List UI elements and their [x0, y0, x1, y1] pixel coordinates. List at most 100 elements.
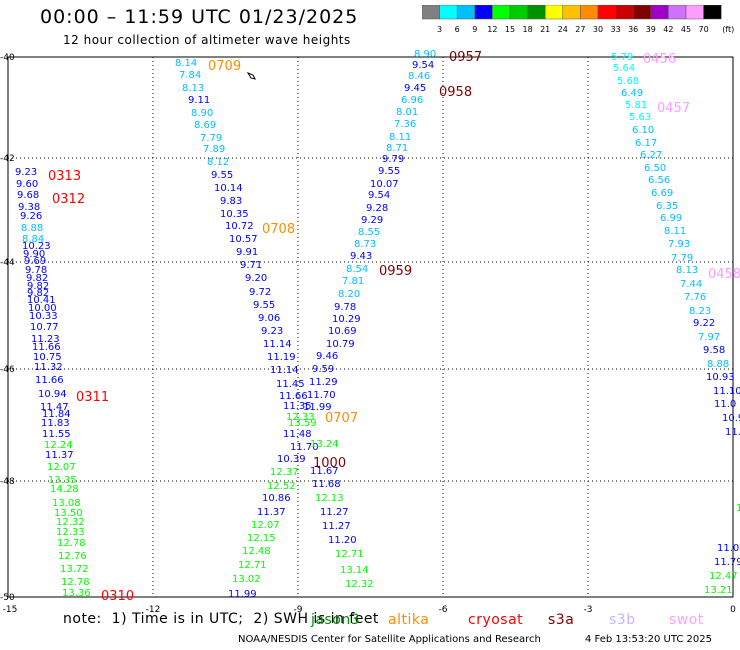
- wave-height-label: 10.69: [328, 326, 357, 337]
- wave-height-label: 8.20: [338, 289, 360, 300]
- legend-mission-swot: swot: [669, 612, 704, 628]
- swot-track: 5.795.64 5.686.495.815.63 6.10 6.176.27 6.50…: [611, 52, 740, 596]
- colorbar-swatch: [597, 5, 616, 20]
- wave-height-label: 8.84: [22, 234, 44, 245]
- pass-time-labels: 0709 0708 0707 0313 0312 0311 0310 0957 0958 0959…: [48, 50, 740, 604]
- colorbar-swatch: [492, 5, 511, 20]
- wave-height-label: 10.93: [706, 372, 735, 383]
- wave-height-label: 10.14: [214, 183, 243, 194]
- colorbar-tick-label: 45: [681, 25, 691, 34]
- wave-height-label: 9.78: [334, 302, 356, 313]
- wave-height-label: 13.59: [288, 418, 317, 429]
- wave-height-label: 11.10: [713, 386, 740, 397]
- wave-height-label: 7.79: [200, 133, 222, 144]
- longitude-tick-label: -3: [584, 605, 593, 615]
- wave-height-label: 11.23: [31, 334, 60, 345]
- wave-height-label: 11.99: [228, 589, 257, 600]
- wave-height-label: 6.10: [632, 125, 654, 136]
- wave-height-label: 9.83: [220, 196, 242, 207]
- pass-time-label: 0957: [449, 50, 482, 65]
- wave-height-label: 10.57: [229, 234, 258, 245]
- graticule: [7, 56, 734, 598]
- longitude-tick-label: -12: [146, 605, 161, 615]
- latitude-tick-label: -42: [0, 154, 15, 164]
- wave-height-label: 7.93: [668, 239, 690, 250]
- wave-height-label: 9.45: [404, 83, 426, 94]
- generation-timestamp: 4 Feb 13:53:20 UTC 2025: [585, 634, 712, 645]
- legend-mission-jason3: jason3: [311, 612, 361, 628]
- latitude-tick-label: -46: [0, 365, 15, 375]
- colorbar-tick-label: 24: [558, 25, 568, 34]
- wave-height-label: 12.13: [315, 493, 344, 504]
- wave-height-label: 12.71: [335, 549, 364, 560]
- pass-time-label: 0312: [52, 192, 85, 207]
- wave-height-label: 9.54: [412, 60, 434, 71]
- cryosat-track: 9.239.609.689.389.268.888.8410.239.909.6…: [15, 167, 91, 599]
- wave-height-label: 6.99: [660, 213, 682, 224]
- wave-height-label: 8.55: [358, 227, 380, 238]
- wave-height-label: 9.28: [366, 203, 388, 214]
- latitude-tick-label: -40: [0, 53, 15, 63]
- wave-height-label: 8.13: [676, 265, 698, 276]
- wave-height-label: 7.97: [698, 332, 720, 343]
- wave-height-label: 10.23: [22, 241, 51, 252]
- wave-height-label: 9.90: [23, 249, 45, 260]
- wave-height-label: 6.56: [648, 175, 670, 186]
- wave-height-label: 9.38: [18, 202, 40, 213]
- wave-height-label: 9.68: [17, 190, 39, 201]
- wave-height-label: 11.47: [40, 402, 69, 413]
- s3a-track: 8.909.548.469.456.968.017.368.118.719.79…: [303, 49, 436, 590]
- wave-height-label: 10.75: [33, 352, 62, 363]
- colorbar-swatch: [474, 5, 493, 20]
- wave-height-label: 11.37: [257, 507, 286, 518]
- wave-height-label: 10.41: [27, 295, 56, 306]
- colorbar-tick-label: 12: [487, 25, 497, 34]
- wave-height-label: 13.21: [704, 585, 733, 596]
- wave-height-label: 8.71: [386, 143, 408, 154]
- wave-height-label: 13.50: [54, 508, 83, 519]
- wave-height-label: 9.55: [211, 170, 233, 181]
- legend-mission-s3b: s3b: [609, 612, 636, 628]
- colorbar-tick-label: 21: [540, 25, 550, 34]
- wave-height-label: 9.59: [312, 364, 334, 375]
- wave-height-label: 14.28: [50, 484, 79, 495]
- wave-height-label: 11.14: [263, 339, 292, 350]
- wave-height-label: 11.67: [310, 466, 339, 477]
- wave-height-label: 5.63: [629, 112, 651, 123]
- wave-height-label: 9.91: [236, 247, 258, 258]
- colorbar-swatch: [685, 5, 704, 20]
- wave-height-label: 13.72: [60, 564, 89, 575]
- wave-height-label: 13.36: [62, 588, 91, 599]
- pass-time-label: 0707: [325, 411, 358, 426]
- wave-height-label: 9.55: [378, 166, 400, 177]
- wave-height-label: 12.71: [238, 560, 267, 571]
- wave-height-label: 7.76: [684, 292, 706, 303]
- wave-height-label: 11.84: [42, 409, 71, 420]
- wave-height-label: 10.86: [262, 493, 291, 504]
- altimeter-tracks: 8.147.848.139.118.908.697.797.898.129.55…: [15, 49, 740, 600]
- wave-height-label: 11.19: [267, 352, 296, 363]
- wave-height-label: 12.37: [270, 467, 299, 478]
- wave-height-label: 11.29: [309, 377, 338, 388]
- wave-height-label: 10.33: [29, 311, 58, 322]
- pass-time-label: 0456: [643, 52, 676, 67]
- wave-height-label: 8.13: [182, 83, 204, 94]
- axis-ticks: -15 -12 -9 -6 -3 0 -40 -42 -44 -46 -48 -50: [0, 53, 736, 615]
- wave-height-label: 12.24: [44, 440, 73, 451]
- wave-height-label: 11.35: [283, 401, 312, 412]
- wave-height-label: 11.32: [34, 362, 63, 373]
- wave-height-label: 9.26: [20, 211, 42, 222]
- colorbar-tick-label: 27: [575, 25, 585, 34]
- wave-height-label: 13.35: [48, 475, 77, 486]
- wave-height-label: 6.96: [401, 95, 423, 106]
- wave-height-label: 11.27: [320, 507, 349, 518]
- wave-height-label: 12.15: [247, 533, 276, 544]
- wave-height-label: 11.0: [717, 543, 739, 554]
- wave-height-label: 9.60: [16, 179, 38, 190]
- colorbar-swatch: [703, 5, 722, 20]
- wave-height-label: 10.29: [332, 314, 361, 325]
- wave-height-label: 9.72: [249, 287, 271, 298]
- pass-time-label: 0708: [262, 222, 295, 237]
- wave-height-label: 9.82: [27, 288, 49, 299]
- colorbar-unit: (ft): [722, 25, 734, 34]
